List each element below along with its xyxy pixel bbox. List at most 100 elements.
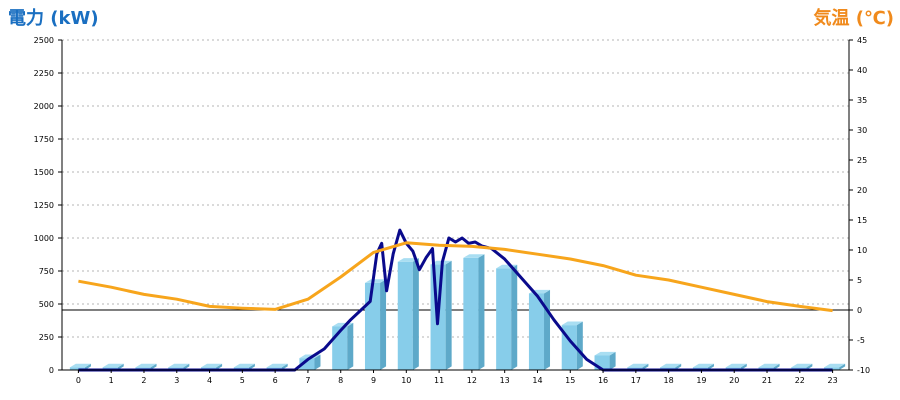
bar-top bbox=[266, 363, 288, 368]
x-tick-label: 7 bbox=[305, 376, 310, 385]
bar-side bbox=[478, 254, 485, 370]
x-tick-label: 2 bbox=[141, 376, 146, 385]
power-bars bbox=[69, 254, 846, 370]
bar-front bbox=[299, 358, 315, 370]
x-tick-label: 23 bbox=[828, 376, 838, 385]
bar bbox=[69, 363, 91, 370]
bar bbox=[496, 264, 518, 370]
bar bbox=[561, 321, 583, 370]
bar-top bbox=[102, 363, 124, 368]
bar-side bbox=[642, 363, 649, 370]
x-tick-label: 0 bbox=[76, 376, 81, 385]
bar-side bbox=[675, 363, 682, 370]
y-tick-label-left: 1250 bbox=[34, 201, 54, 210]
x-tick-label: 3 bbox=[174, 376, 179, 385]
axes bbox=[58, 39, 853, 373]
bar-side bbox=[839, 363, 846, 370]
y-tick-label-right: -5 bbox=[857, 336, 865, 345]
bar-side bbox=[281, 363, 288, 370]
bar-top bbox=[824, 363, 846, 368]
y-tick-label-right: 15 bbox=[857, 216, 867, 225]
bar-top bbox=[660, 363, 682, 368]
x-tick-label: 5 bbox=[240, 376, 245, 385]
bar-side bbox=[773, 363, 780, 370]
y-tick-label-left: 2000 bbox=[34, 102, 54, 111]
x-tick-label: 11 bbox=[434, 376, 444, 385]
y-tick-label-left: 2250 bbox=[34, 69, 54, 78]
x-tick-label: 8 bbox=[338, 376, 343, 385]
x-tick-label: 6 bbox=[273, 376, 278, 385]
tick-labels: 02505007501000125015001750200022502500-1… bbox=[34, 36, 870, 385]
x-tick-label: 15 bbox=[565, 376, 575, 385]
chart-lines bbox=[78, 228, 833, 372]
bar-side bbox=[609, 351, 616, 370]
bar bbox=[364, 279, 387, 370]
y-tick-label-left: 250 bbox=[39, 333, 54, 342]
x-tick-label: 16 bbox=[598, 376, 608, 385]
bar-side bbox=[248, 363, 255, 370]
bar-side bbox=[150, 363, 157, 370]
bar-side bbox=[183, 363, 190, 370]
y-axis-title-left: 電力 (kW) bbox=[8, 8, 99, 29]
x-tick-label: 9 bbox=[371, 376, 376, 385]
bar-front bbox=[528, 293, 545, 370]
x-tick-label: 17 bbox=[631, 376, 641, 385]
temperature-line bbox=[78, 241, 833, 313]
bar-side bbox=[445, 260, 452, 370]
y-tick-label-left: 1500 bbox=[34, 168, 54, 177]
bar-top bbox=[201, 363, 223, 368]
bar-side bbox=[380, 279, 387, 370]
bar-side bbox=[806, 363, 813, 370]
bar-side bbox=[576, 321, 583, 370]
y-tick-label-right: 25 bbox=[857, 156, 867, 165]
bar-side bbox=[216, 363, 223, 370]
y-tick-label-right: 35 bbox=[857, 96, 867, 105]
bar-top bbox=[758, 363, 780, 368]
bar-top bbox=[397, 258, 419, 262]
y-tick-label-left: 2500 bbox=[34, 36, 54, 45]
x-tick-label: 22 bbox=[795, 376, 805, 385]
y-tick-label-right: 45 bbox=[857, 36, 867, 45]
bar bbox=[594, 351, 616, 370]
y-tick-label-right: 20 bbox=[857, 186, 867, 195]
x-tick-label: 18 bbox=[664, 376, 674, 385]
bar-top bbox=[561, 321, 583, 326]
bar-top bbox=[725, 363, 747, 368]
bar-side bbox=[84, 363, 91, 370]
y-tick-label-right: 5 bbox=[857, 276, 862, 285]
x-tick-label: 19 bbox=[696, 376, 706, 385]
y-tick-label-left: 1750 bbox=[34, 135, 54, 144]
x-tick-label: 1 bbox=[109, 376, 114, 385]
bar-side bbox=[347, 322, 354, 370]
bar-front bbox=[364, 282, 381, 370]
y-tick-label-left: 0 bbox=[49, 366, 54, 375]
x-tick-label: 10 bbox=[401, 376, 411, 385]
bar-top bbox=[692, 363, 714, 368]
bar-top bbox=[233, 363, 255, 368]
y-tick-label-right: -10 bbox=[857, 366, 870, 375]
bar-side bbox=[412, 258, 419, 370]
x-tick-label: 20 bbox=[729, 376, 739, 385]
x-tick-label: 13 bbox=[500, 376, 510, 385]
bar-front bbox=[496, 268, 512, 370]
bar bbox=[528, 289, 551, 370]
bar-side bbox=[707, 363, 714, 370]
bar-front bbox=[69, 367, 85, 370]
bar-side bbox=[117, 363, 124, 370]
bar-side bbox=[511, 264, 518, 370]
bar bbox=[397, 258, 419, 370]
bar-side bbox=[740, 363, 747, 370]
bar-top bbox=[791, 363, 813, 368]
y-tick-label-right: 0 bbox=[857, 306, 862, 315]
power-line bbox=[78, 228, 833, 372]
bar-front bbox=[397, 261, 413, 370]
y-tick-label-left: 500 bbox=[39, 300, 54, 309]
y-tick-label-left: 1000 bbox=[34, 234, 54, 243]
bar bbox=[463, 254, 485, 370]
x-tick-label: 21 bbox=[762, 376, 772, 385]
bar-side bbox=[544, 289, 551, 370]
y-tick-label-right: 10 bbox=[857, 246, 867, 255]
bar-front bbox=[463, 257, 479, 370]
bar-top bbox=[627, 363, 649, 368]
